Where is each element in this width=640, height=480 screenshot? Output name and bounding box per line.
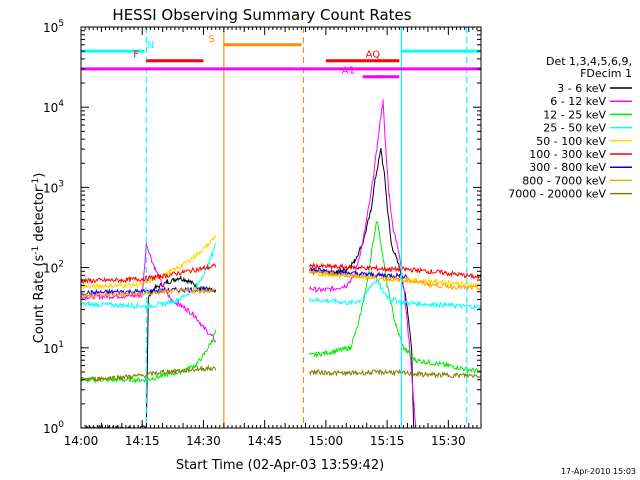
y-axis-label: Count Rate (s-1 detector-1) <box>31 173 47 344</box>
x-tick-label-0: 14:00 <box>64 434 99 448</box>
legend-label-0: 3 - 6 keV <box>557 82 606 95</box>
legend-label-5: 100 - 300 keV <box>529 148 606 161</box>
flag-label-5: A1 <box>342 66 355 77</box>
legend-label-7: 800 - 7000 keV <box>522 174 606 187</box>
flag-bars: NF S AQ A1 <box>81 34 481 79</box>
y-tick-label-3: 103 <box>43 179 64 195</box>
x-tick-label-2: 14:30 <box>186 434 221 448</box>
flag-label-1: F <box>133 50 139 61</box>
legend-header-1: FDecim 1 <box>580 67 632 80</box>
y-tick-label-0: 100 <box>43 420 64 436</box>
flag-label-0: N <box>147 40 154 51</box>
x-tick-label-5: 15:15 <box>370 434 405 448</box>
y-tick-label-2: 102 <box>43 260 64 276</box>
series-line-0 <box>81 147 415 428</box>
vertical-markers <box>145 27 468 428</box>
legend-label-4: 50 - 100 keV <box>536 135 606 148</box>
flag-label-3: AQ <box>366 50 381 61</box>
y-tick-label-5: 105 <box>43 19 64 35</box>
y-tick-label-4: 104 <box>43 99 64 115</box>
x-tick-label-4: 15:00 <box>309 434 344 448</box>
footer-date: 17-Apr-2010 15:03 <box>561 467 636 476</box>
x-axis-label: Start Time (02-Apr-03 13:59:42) <box>176 458 384 473</box>
series-line-8 <box>81 364 481 383</box>
x-tick-label-1: 14:15 <box>125 434 160 448</box>
plot-frame <box>80 26 482 429</box>
legend-label-6: 300 - 800 keV <box>529 161 606 174</box>
x-tick-label-3: 14:45 <box>247 434 282 448</box>
legend-label-1: 6 - 12 keV <box>550 95 606 108</box>
legend-label-3: 25 - 50 keV <box>543 122 606 135</box>
y-tick-label-1: 101 <box>43 340 64 356</box>
series-line-7 <box>81 268 481 299</box>
axes: 14:00 14:15 14:30 14:45 15:00 15:15 15:30 100 10… <box>43 19 482 448</box>
legend-label-2: 12 - 25 keV <box>543 108 606 121</box>
legend-label-8: 7000 - 20000 keV <box>508 188 606 201</box>
x-tick-label-6: 15:30 <box>431 434 466 448</box>
series-layer <box>81 99 481 428</box>
series-line-2 <box>81 221 481 384</box>
legend-header-0: Det 1,3,4,5,6,9, <box>546 55 632 68</box>
chart-title: HESSI Observing Summary Count Rates <box>112 6 411 24</box>
flag-label-2: S <box>208 34 214 45</box>
series-line-5 <box>81 262 481 284</box>
series-line-3 <box>81 243 481 310</box>
